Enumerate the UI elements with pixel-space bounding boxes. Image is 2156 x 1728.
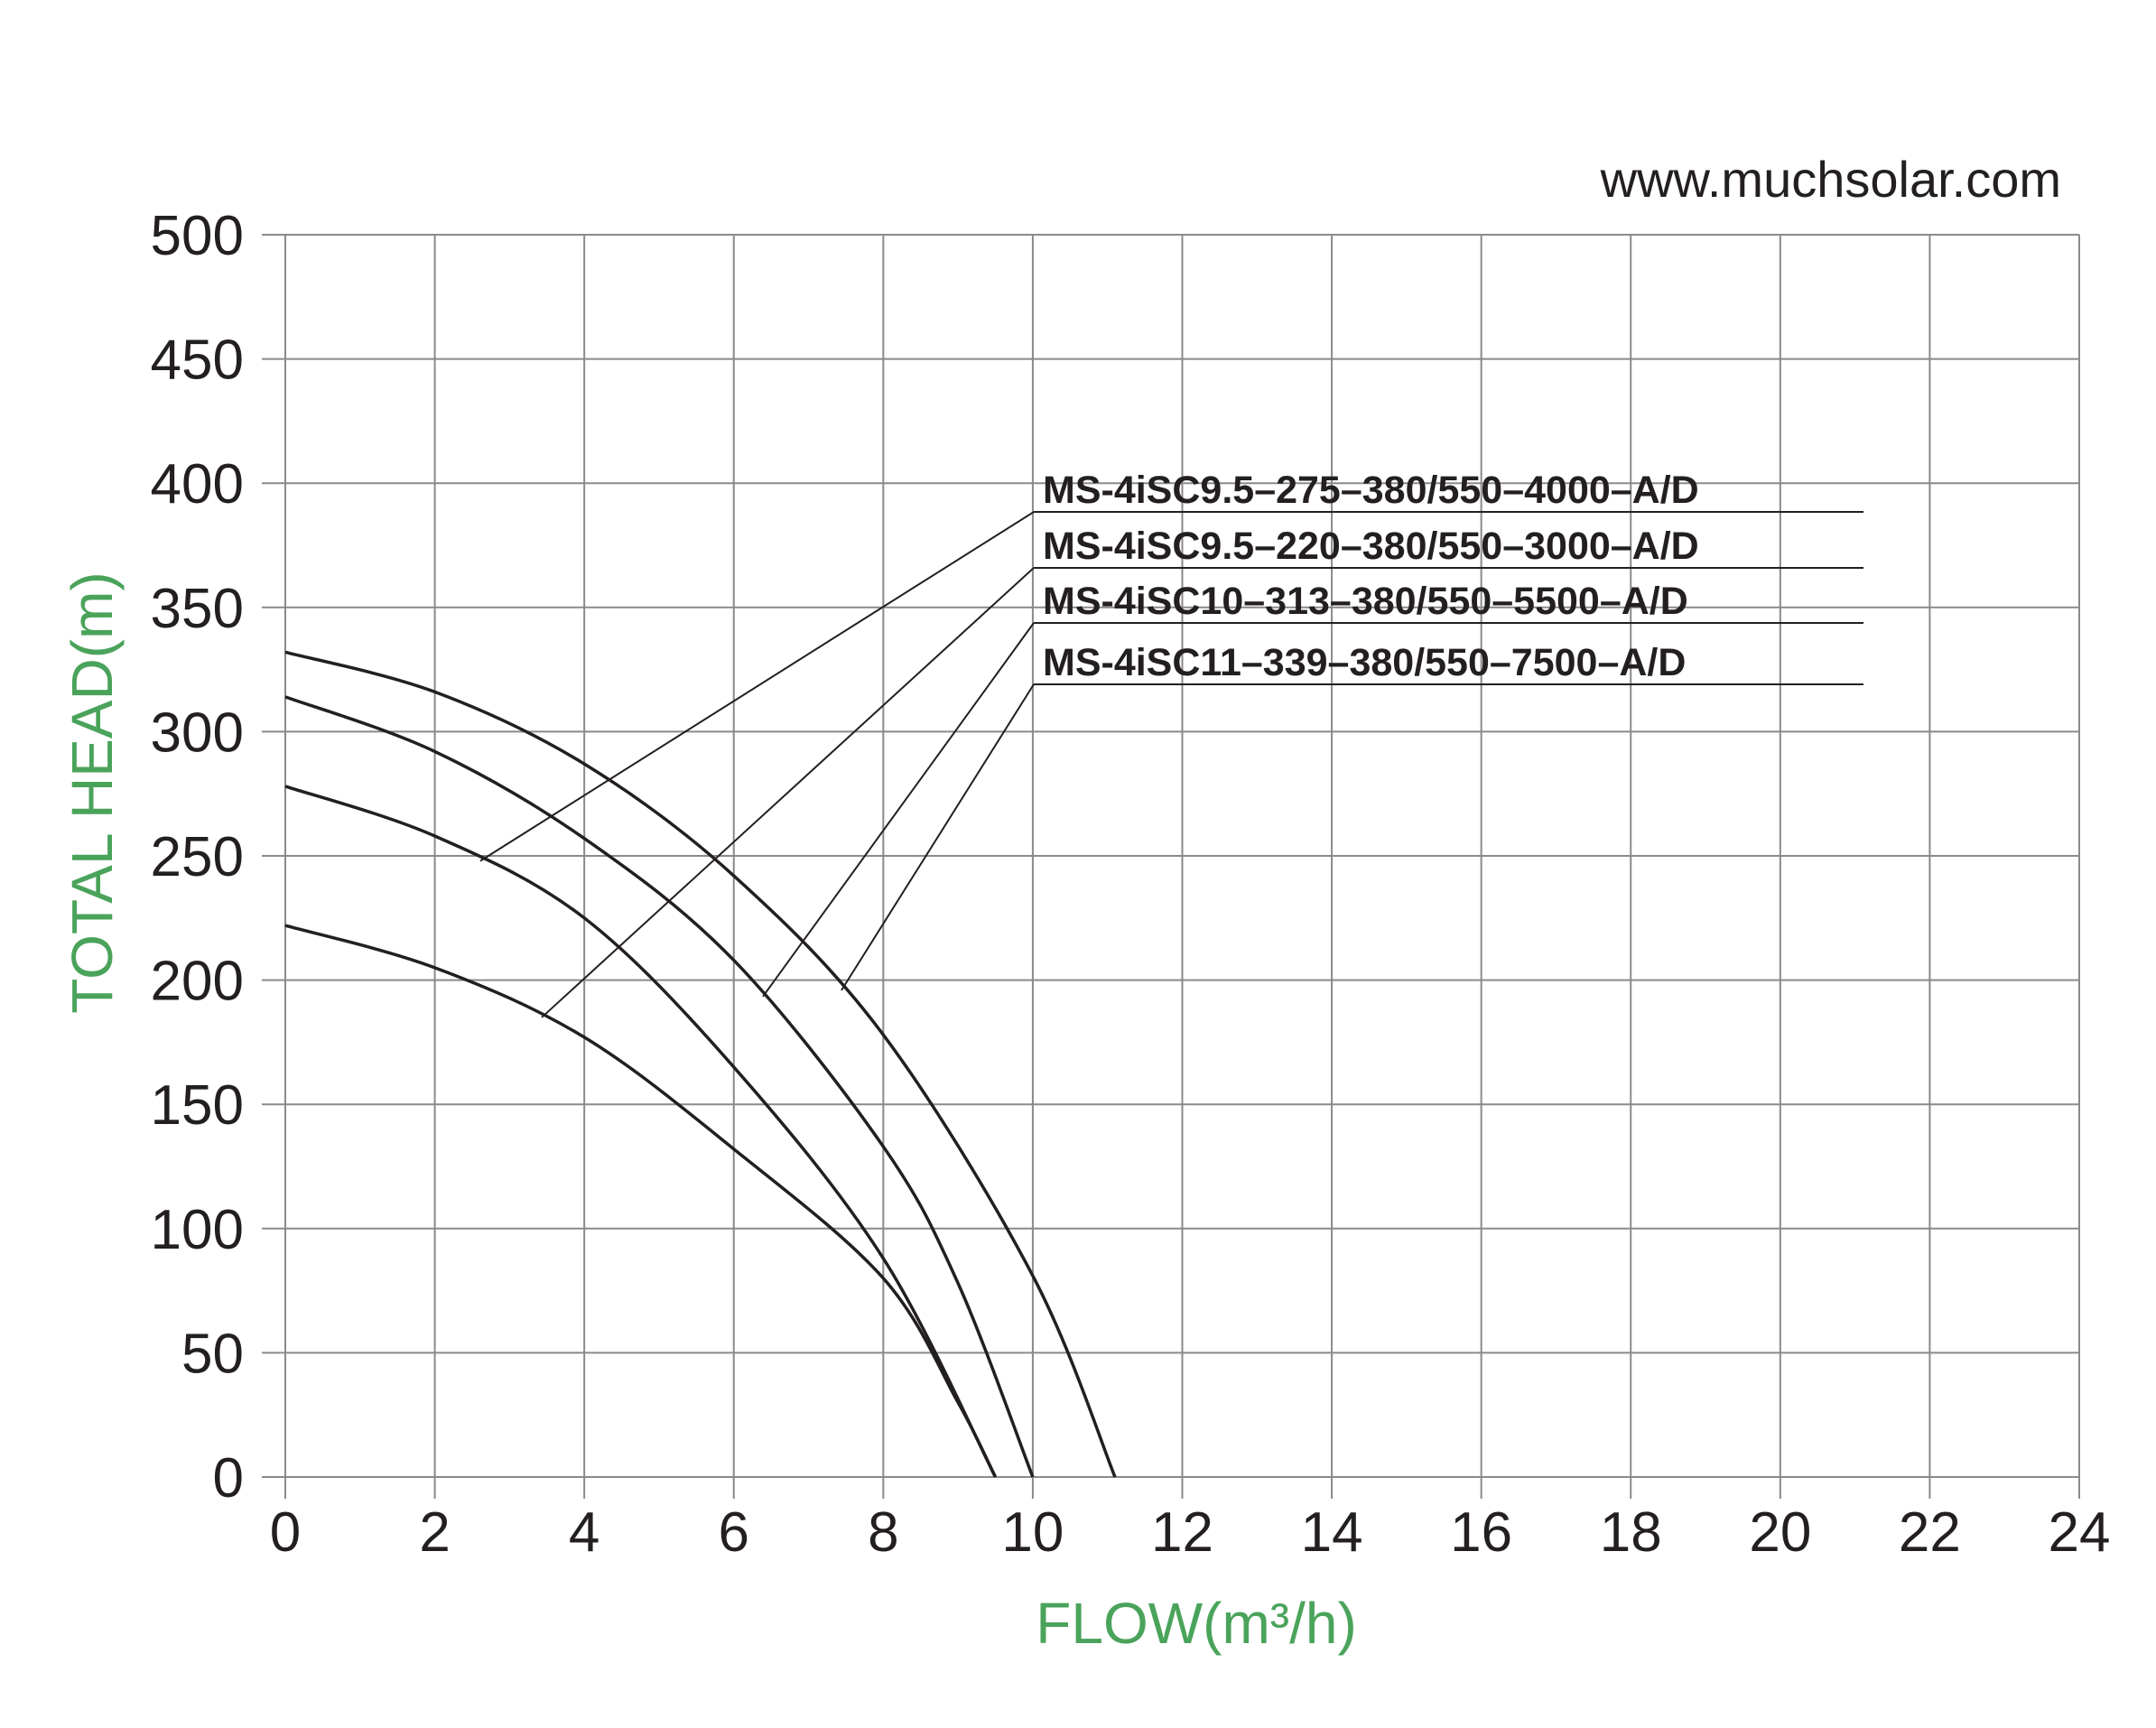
series-label: MS-4iSC10–313–380/550–5500–A/D [1043, 580, 1688, 623]
series-line [284, 695, 1035, 1478]
series-label: MS-4iSC9.5–220–380/550–3000–A/D [1043, 525, 1699, 568]
y-tick-label: 350 [151, 578, 244, 640]
y-tick-label: 100 [151, 1199, 244, 1261]
y-axis-label: TOTAL HEAD(m) [60, 571, 125, 1014]
x-tick-label: 24 [2049, 1501, 2111, 1564]
leader-line [541, 567, 1035, 1018]
series-line [284, 650, 1117, 1478]
x-tick-label: 10 [1001, 1501, 1064, 1564]
x-tick-label: 4 [569, 1501, 599, 1564]
chart-title: www.muchsolar.com [1600, 151, 2061, 208]
series-line [284, 924, 998, 1478]
leader-line [479, 511, 1035, 862]
x-tick-label: 0 [270, 1501, 301, 1564]
y-tick-label: 150 [151, 1074, 244, 1137]
x-tick-label: 8 [868, 1501, 898, 1564]
x-tick-label: 12 [1151, 1501, 1213, 1564]
y-tick-label: 50 [181, 1323, 244, 1385]
y-tick-label: 250 [151, 826, 244, 888]
x-tick-label: 20 [1749, 1501, 1811, 1564]
y-tick-label: 450 [151, 330, 244, 392]
y-tick-label: 200 [151, 951, 244, 1013]
y-tick-label: 400 [151, 453, 244, 516]
leader-line [762, 622, 1035, 998]
x-axis-label: FLOW(m³/h) [1036, 1591, 1357, 1656]
x-tick-label: 18 [1600, 1501, 1662, 1564]
series-line [284, 785, 998, 1478]
x-tick-label: 16 [1450, 1501, 1512, 1564]
x-tick-label: 6 [719, 1501, 749, 1564]
x-tick-label: 14 [1301, 1501, 1363, 1564]
y-tick-label: 500 [151, 205, 244, 267]
series-label: MS-4iSC9.5–275–380/550–4000–A/D [1043, 469, 1699, 512]
series-label: MS-4iSC11–339–380/550–7500–A/D [1043, 641, 1686, 684]
x-tick-label: 2 [419, 1501, 450, 1564]
y-tick-label: 0 [213, 1447, 244, 1510]
y-tick-label: 300 [151, 701, 244, 764]
x-tick-label: 22 [1899, 1501, 1961, 1564]
leader-line [841, 683, 1035, 991]
